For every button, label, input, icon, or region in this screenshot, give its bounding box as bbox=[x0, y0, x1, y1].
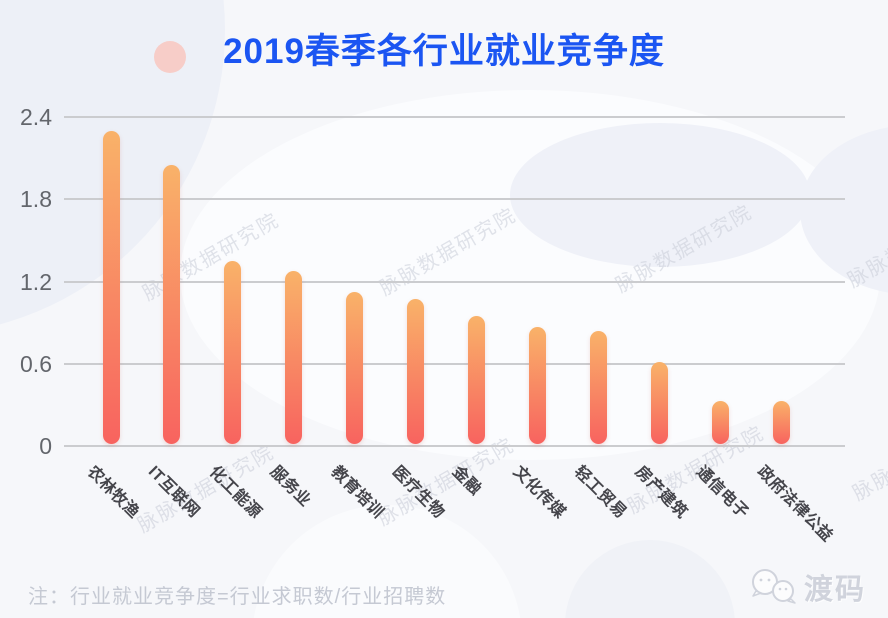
bar bbox=[407, 299, 425, 444]
category-label: 金融 bbox=[449, 463, 485, 499]
y-axis-tick-label: 0.6 bbox=[20, 350, 52, 377]
bar bbox=[163, 164, 181, 444]
y-axis-tick-label: 2.4 bbox=[20, 104, 52, 130]
category-label: 通信电子 bbox=[692, 463, 752, 522]
y-axis-tick-label: 1.8 bbox=[20, 186, 52, 213]
category-label: 教育培训 bbox=[327, 463, 387, 522]
category-label: 房产建筑 bbox=[631, 463, 691, 522]
category-label: IT互联网 bbox=[144, 463, 203, 522]
gridline bbox=[64, 116, 845, 118]
decor-blob-wave bbox=[510, 123, 810, 267]
logo-text: 渡码 bbox=[804, 574, 867, 606]
bar bbox=[589, 330, 607, 444]
category-label: 农林牧渔 bbox=[83, 463, 143, 522]
bar bbox=[650, 362, 668, 444]
duma-logo: 渡码 bbox=[750, 566, 866, 608]
footnote: 注：行业就业竞争度=行业求职数/行业招聘数 bbox=[28, 586, 447, 608]
decor-pink-dot bbox=[154, 41, 186, 73]
gridline bbox=[64, 445, 845, 447]
gridline bbox=[64, 362, 845, 365]
category-label: 医疗生物 bbox=[388, 463, 447, 522]
chart-title: 2019春季各行业就业竞争度 bbox=[223, 32, 665, 71]
y-axis-tick-label: 1.2 bbox=[20, 268, 52, 295]
bar bbox=[467, 315, 485, 444]
bar bbox=[346, 292, 364, 444]
bar bbox=[102, 130, 120, 444]
bar bbox=[772, 400, 790, 444]
category-label: 服务业 bbox=[266, 463, 314, 511]
category-label: 文化传媒 bbox=[510, 463, 569, 522]
bar bbox=[711, 400, 729, 444]
bar bbox=[224, 260, 242, 444]
category-label: 化工能源 bbox=[205, 463, 265, 522]
bar bbox=[285, 270, 303, 444]
gridline bbox=[64, 198, 845, 201]
bar bbox=[528, 326, 546, 444]
category-label: 政府法律公益 bbox=[753, 463, 836, 546]
category-label: 轻工贸易 bbox=[571, 463, 630, 522]
chat-bubbles-icon bbox=[752, 569, 796, 604]
y-axis-tick-label: 0 bbox=[39, 433, 52, 459]
gridline bbox=[64, 280, 845, 283]
